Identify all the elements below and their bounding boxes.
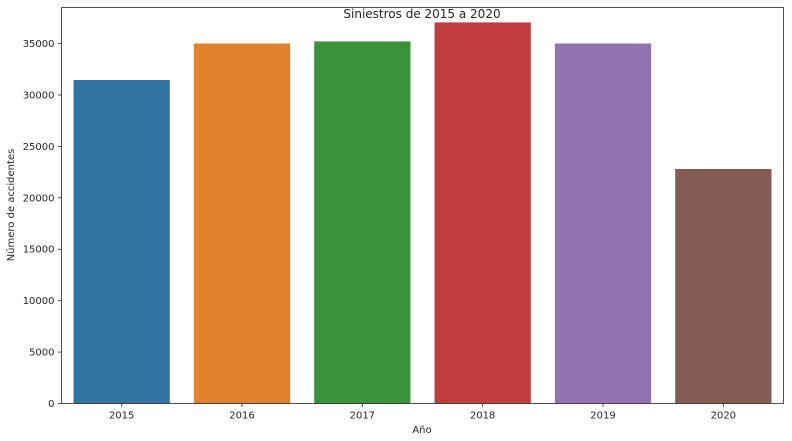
y-axis-ticks: 0 5000 10000 15000 20000 25000 30000 35000: [23, 39, 62, 410]
y-tick-label-35000: 35000: [23, 39, 55, 50]
y-tick-label-25000: 25000: [23, 142, 55, 153]
bar-2019: [554, 43, 652, 404]
bar-2018: [434, 22, 531, 404]
y-axis-label: Número de accidentes: [5, 149, 17, 262]
plot-area-frame: [61, 7, 784, 404]
bar-2016: [193, 43, 291, 404]
y-tick-label-5000: 5000: [29, 348, 54, 359]
bar-2020: [675, 168, 772, 404]
bar-2015: [73, 80, 170, 404]
bars-group: [73, 22, 772, 404]
y-tick-label-0: 0: [48, 399, 54, 410]
x-axis-label: Año: [412, 425, 431, 436]
y-tick-label-20000: 20000: [23, 193, 55, 204]
x-tick-label-2017: 2017: [350, 411, 375, 422]
x-tick-label-2020: 2020: [711, 411, 736, 422]
x-tick-label-2019: 2019: [590, 411, 615, 422]
y-tick-label-15000: 15000: [23, 245, 55, 256]
x-axis-ticks: 2015 2016 2017 2018 2019 2020: [109, 403, 736, 422]
x-tick-label-2015: 2015: [109, 411, 134, 422]
x-tick-label-2018: 2018: [470, 411, 495, 422]
bar-2017: [314, 41, 411, 404]
x-tick-label-2016: 2016: [229, 411, 254, 422]
chart-title: Siniestros de 2015 a 2020: [343, 7, 500, 21]
y-tick-label-30000: 30000: [23, 90, 55, 101]
y-tick-label-10000: 10000: [23, 296, 55, 307]
